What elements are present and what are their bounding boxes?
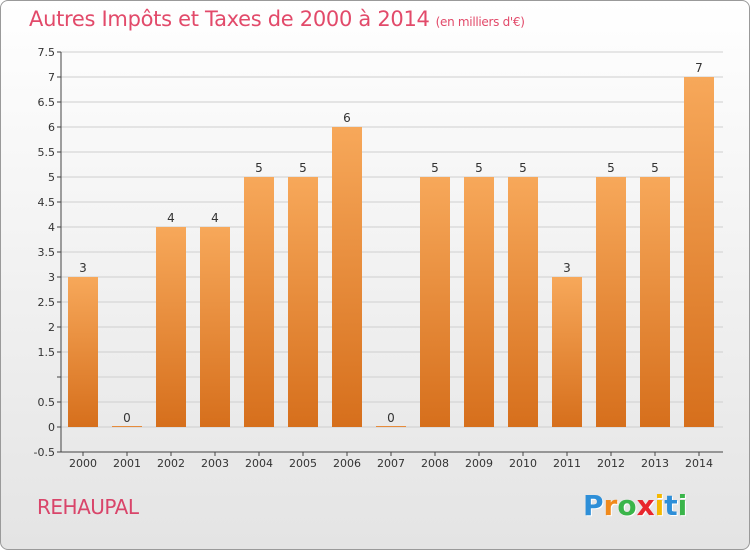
data-label: 0 [387,411,395,425]
bar [420,177,450,427]
data-label: 7 [695,61,703,75]
bar [288,177,318,427]
x-tick-label: 2012 [597,457,625,470]
y-tick-label: 6 [48,121,55,134]
x-tick-label: 2007 [377,457,405,470]
logo-letter: r [603,489,618,522]
x-tick-label: 2005 [289,457,317,470]
bar [684,77,714,427]
commune-name: REHAUPAL [37,495,139,519]
chart-unit: (en milliers d'€) [435,15,525,29]
logo-letter: t [664,489,678,522]
y-tick-label: 0 [48,421,55,434]
data-label: 0 [123,411,131,425]
bar [112,426,142,427]
logo-letter: x [636,489,655,522]
x-tick-label: 2006 [333,457,361,470]
y-tick-label: -0.5 [34,446,55,459]
bar [552,277,582,427]
x-tick-label: 2013 [641,457,669,470]
data-label: 4 [167,211,175,225]
chart-title: Autres Impôts et Taxes de 2000 à 2014 (en… [29,7,525,31]
y-tick-label: 5.5 [38,146,56,159]
data-label: 5 [519,161,527,175]
bar [332,127,362,427]
x-tick-label: 2002 [157,457,185,470]
y-tick-label: 3 [48,271,55,284]
bar [244,177,274,427]
data-label: 5 [431,161,439,175]
y-tick-label: 2.5 [38,296,56,309]
y-tick-label: 6.5 [38,96,56,109]
y-tick-label: 0.5 [38,396,56,409]
y-tick-label: 2 [48,321,55,334]
x-tick-label: 2004 [245,457,273,470]
y-tick-label: 7.5 [38,46,56,59]
data-label: 3 [563,261,571,275]
chart-title-text: Autres Impôts et Taxes de 2000 à 2014 [29,7,430,31]
x-tick-label: 2000 [69,457,97,470]
logo-letter: P [583,489,604,522]
data-labels: 3 0 4 4 5 5 6 0 5 5 5 3 5 5 7 [79,61,703,425]
x-tick-label: 2010 [509,457,537,470]
data-label: 6 [343,111,351,125]
data-label: 4 [211,211,219,225]
y-tick-label: 4.5 [38,196,56,209]
data-label: 5 [651,161,659,175]
x-tick-label: 2009 [465,457,493,470]
y-tick-label: 1.5 [38,346,56,359]
bar [156,227,186,427]
bar [596,177,626,427]
bar [464,177,494,427]
x-tick-label: 2001 [113,457,141,470]
data-label: 5 [607,161,615,175]
logo-letter: i [677,489,688,522]
logo-letter: i [654,489,665,522]
x-tick-label: 2014 [685,457,713,470]
bar [68,277,98,427]
logo-letter: o [617,489,637,522]
x-tick-label: 2003 [201,457,229,470]
bars [68,77,714,427]
y-tick-label: 3.5 [38,246,56,259]
bar [640,177,670,427]
y-tick-label: 7 [48,71,55,84]
axes: -0.5 0 0.5 1.5 2 2.5 3 3.5 4 4.5 5 5.5 6 6.5 7 7.5 2000 2… [34,46,723,470]
x-tick-label: 2008 [421,457,449,470]
bar [200,227,230,427]
bar [376,426,406,427]
data-label: 5 [299,161,307,175]
x-tick-label: 2011 [553,457,581,470]
y-tick-label: 4 [48,221,55,234]
data-label: 3 [79,261,87,275]
proxiti-logo[interactable]: Proxiti [583,489,687,522]
y-tick-label: 5 [48,171,55,184]
data-label: 5 [255,161,263,175]
bar [508,177,538,427]
data-label: 5 [475,161,483,175]
